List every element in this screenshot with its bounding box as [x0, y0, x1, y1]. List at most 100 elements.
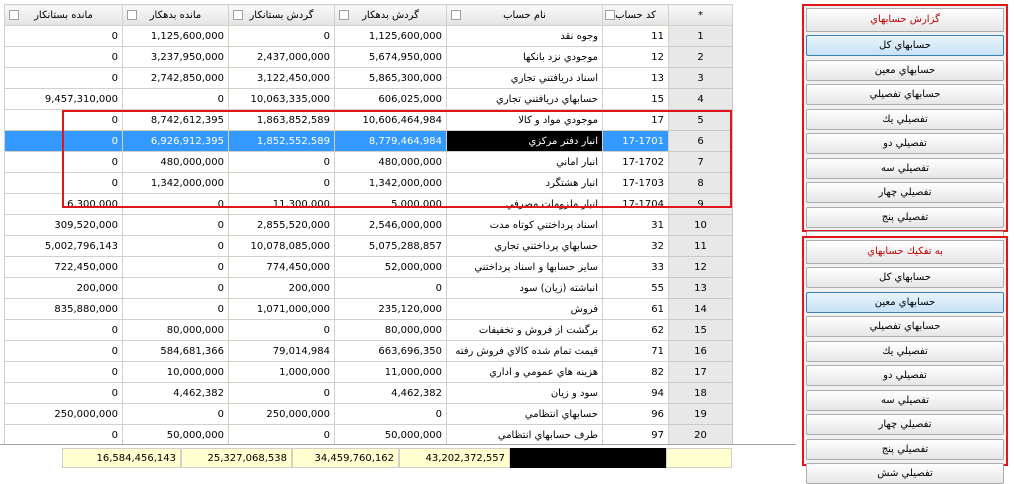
cell-name[interactable]: حسابهاي پرداختني تجاري: [446, 235, 603, 257]
cell-debit-balance[interactable]: 0: [122, 193, 229, 215]
cell-debit-turnover[interactable]: 10,606,464,984: [334, 109, 447, 131]
cell-debit-turnover[interactable]: 1,125,600,000: [334, 25, 447, 47]
cell-credit-turnover[interactable]: 1,852,552,589: [228, 130, 335, 152]
cell-debit-turnover[interactable]: 8,779,464,984: [334, 130, 447, 152]
cell-name[interactable]: فروش: [446, 298, 603, 320]
cell-name[interactable]: انبار دفتر مركزي: [446, 130, 603, 152]
cell-credit-turnover[interactable]: 1,863,852,589: [228, 109, 335, 131]
cell-debit-turnover[interactable]: 663,696,350: [334, 340, 447, 362]
table-row[interactable]: 0 1,342,000,000 0 1,342,000,000 انبار هشتگرد…: [4, 172, 733, 194]
cell-credit-balance[interactable]: 0: [4, 382, 123, 404]
column-checkbox[interactable]: [233, 10, 243, 20]
cell-name[interactable]: انبار هشتگرد: [446, 172, 603, 194]
cell-credit-balance[interactable]: 0: [4, 340, 123, 362]
table-row[interactable]: 309,520,000 0 2,855,520,000 2,546,000,000 اس…: [4, 214, 733, 236]
breakdown-button-4[interactable]: تفصيلي يك: [806, 340, 1004, 362]
column-checkbox[interactable]: [605, 10, 615, 20]
cell-credit-balance[interactable]: 0: [4, 151, 123, 173]
cell-row-number[interactable]: 1: [668, 25, 733, 47]
cell-debit-turnover[interactable]: 2,546,000,000: [334, 214, 447, 236]
cell-name[interactable]: انبار اماني: [446, 151, 603, 173]
cell-credit-turnover[interactable]: 0: [228, 424, 335, 446]
cell-credit-turnover[interactable]: 200,000: [228, 277, 335, 299]
cell-name[interactable]: موجودي مواد و كالا: [446, 109, 603, 131]
breakdown-button-8[interactable]: تفصيلي پنج: [806, 438, 1004, 460]
cell-name[interactable]: طرف حسابهاي انتظامي: [446, 424, 603, 446]
cell-code[interactable]: 17-1703: [602, 172, 669, 194]
cell-credit-balance[interactable]: 0: [4, 172, 123, 194]
cell-credit-balance[interactable]: 250,000,000: [4, 403, 123, 425]
cell-name[interactable]: انباشته (زيان) سود: [446, 277, 603, 299]
cell-debit-balance[interactable]: 0: [122, 277, 229, 299]
report-button-4[interactable]: تفصيلي يك: [806, 108, 1004, 130]
cell-debit-turnover[interactable]: 235,120,000: [334, 298, 447, 320]
cell-name[interactable]: انبار ملزومات مصرفي: [446, 193, 603, 215]
breakdown-button-2[interactable]: حسابهاي معين: [806, 291, 1004, 313]
cell-code[interactable]: 12: [602, 46, 669, 68]
cell-name[interactable]: اسناد دريافتني تجاري: [446, 67, 603, 89]
cell-row-number[interactable]: 8: [668, 172, 733, 194]
cell-credit-balance[interactable]: 0: [4, 46, 123, 68]
table-row[interactable]: 200,000 0 200,000 0 انباشته (زيان) سود 55 13: [4, 277, 733, 299]
cell-debit-turnover[interactable]: 5,075,288,857: [334, 235, 447, 257]
cell-code[interactable]: 17-1704: [602, 193, 669, 215]
cell-debit-turnover[interactable]: 5,674,950,000: [334, 46, 447, 68]
cell-credit-turnover[interactable]: 0: [228, 382, 335, 404]
cell-debit-turnover[interactable]: 0: [334, 403, 447, 425]
table-row[interactable]: 0 3,237,950,000 2,437,000,000 5,674,950,000…: [4, 46, 733, 68]
cell-credit-turnover[interactable]: 0: [228, 172, 335, 194]
report-button-7[interactable]: تفصيلي چهار: [806, 182, 1004, 203]
col-header-code[interactable]: کد حساب: [602, 4, 669, 26]
cell-debit-balance[interactable]: 0: [122, 235, 229, 257]
column-checkbox[interactable]: [451, 10, 461, 20]
cell-debit-turnover[interactable]: 606,025,000: [334, 88, 447, 110]
col-header-debit-balance[interactable]: مانده بدهکار: [122, 4, 229, 26]
cell-credit-turnover[interactable]: 10,078,085,000: [228, 235, 335, 257]
cell-row-number[interactable]: 11: [668, 235, 733, 257]
cell-debit-balance[interactable]: 0: [122, 256, 229, 278]
cell-code[interactable]: 96: [602, 403, 669, 425]
table-row[interactable]: 835,880,000 0 1,071,000,000 235,120,000 فروش…: [4, 298, 733, 320]
cell-credit-turnover[interactable]: 2,855,520,000: [228, 214, 335, 236]
cell-debit-balance[interactable]: 10,000,000: [122, 361, 229, 383]
breakdown-button-6[interactable]: تفصيلي سه: [806, 389, 1004, 411]
cell-name[interactable]: اسناد پرداختني كوتاه مدت: [446, 214, 603, 236]
cell-row-number[interactable]: 6: [668, 130, 733, 152]
cell-credit-balance[interactable]: 0: [4, 67, 123, 89]
cell-row-number[interactable]: 9: [668, 193, 733, 215]
table-row[interactable]: 0 4,462,382 0 4,462,382 سود و زيان 94 18: [4, 382, 733, 404]
cell-code[interactable]: 62: [602, 319, 669, 341]
cell-row-number[interactable]: 7: [668, 151, 733, 173]
cell-code[interactable]: 32: [602, 235, 669, 257]
cell-code[interactable]: 61: [602, 298, 669, 320]
accounts-grid[interactable]: مانده بستانکار مانده بدهکار گردش بستانکا…: [0, 0, 796, 470]
col-header-credit-turnover[interactable]: گردش بستانکار: [228, 4, 335, 26]
cell-debit-balance[interactable]: 2,742,850,000: [122, 67, 229, 89]
cell-row-number[interactable]: 19: [668, 403, 733, 425]
cell-credit-balance[interactable]: 0: [4, 25, 123, 47]
cell-code[interactable]: 15: [602, 88, 669, 110]
cell-credit-turnover[interactable]: 10,063,335,000: [228, 88, 335, 110]
cell-credit-turnover[interactable]: 774,450,000: [228, 256, 335, 278]
cell-name[interactable]: حسابهاي دريافتني تجاري: [446, 88, 603, 110]
cell-name[interactable]: برگشت از فروش و تخفيفات: [446, 319, 603, 341]
cell-row-number[interactable]: 17: [668, 361, 733, 383]
cell-row-number[interactable]: 3: [668, 67, 733, 89]
cell-code[interactable]: 97: [602, 424, 669, 446]
column-checkbox[interactable]: [127, 10, 137, 20]
cell-code[interactable]: 13: [602, 67, 669, 89]
cell-name[interactable]: سود و زيان: [446, 382, 603, 404]
cell-row-number[interactable]: 12: [668, 256, 733, 278]
cell-name[interactable]: وجوه نقد: [446, 25, 603, 47]
cell-debit-balance[interactable]: 1,342,000,000: [122, 172, 229, 194]
cell-credit-balance[interactable]: 200,000: [4, 277, 123, 299]
cell-debit-turnover[interactable]: 5,865,300,000: [334, 67, 447, 89]
report-button-6[interactable]: تفصيلي سه: [806, 157, 1004, 179]
cell-debit-turnover[interactable]: 50,000,000: [334, 424, 447, 446]
col-header-debit-turnover[interactable]: گردش بدهکار: [334, 4, 447, 26]
cell-name[interactable]: موجودي نزد بانكها: [446, 46, 603, 68]
cell-code[interactable]: 94: [602, 382, 669, 404]
cell-name[interactable]: قيمت تمام شده كالاي فروش رفته: [446, 340, 603, 362]
cell-credit-balance[interactable]: 6,300,000: [4, 193, 123, 215]
cell-credit-balance[interactable]: 722,450,000: [4, 256, 123, 278]
